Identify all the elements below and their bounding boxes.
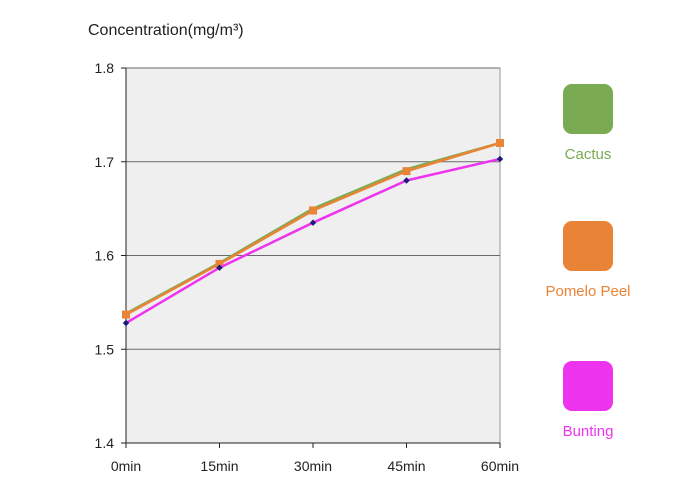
data-point [122, 310, 130, 319]
data-point [496, 155, 504, 163]
data-point [402, 167, 411, 176]
data-point [309, 206, 317, 215]
legend-swatch [563, 84, 613, 134]
data-point [216, 264, 223, 271]
legend-label: Cactus [565, 146, 612, 163]
legend-label: Bunting [563, 423, 614, 440]
x-tick-labels: 0min 15min 30min 45min 60min [111, 458, 519, 474]
data-point [309, 219, 317, 226]
x-tick-label: 15min [200, 458, 238, 474]
legend-swatch [563, 361, 613, 411]
x-tick-label: 30min [294, 458, 332, 474]
y-tick-label: 1.5 [95, 341, 115, 357]
y-tick-label: 1.7 [95, 154, 115, 170]
axes [121, 67, 501, 448]
y-tick-label: 1.4 [95, 435, 115, 451]
legend-swatch [563, 221, 613, 271]
data-point [215, 259, 224, 268]
x-tick-label: 60min [481, 458, 519, 474]
y-axis-label: Concentration(mg/m³) [88, 22, 244, 39]
data-point [403, 177, 410, 184]
data-point [122, 319, 130, 327]
x-tick-label: 0min [111, 458, 141, 474]
y-tick-labels: 1.4 1.5 1.6 1.7 1.8 [95, 60, 115, 451]
legend: Cactus Pomelo Peel Bunting [545, 84, 631, 440]
y-tick-label: 1.6 [95, 248, 115, 264]
series-lines [122, 139, 504, 327]
data-point [496, 139, 504, 147]
x-tick-label: 45min [387, 458, 425, 474]
legend-label: Pomelo Peel [545, 283, 630, 300]
y-tick-label: 1.8 [95, 60, 115, 76]
